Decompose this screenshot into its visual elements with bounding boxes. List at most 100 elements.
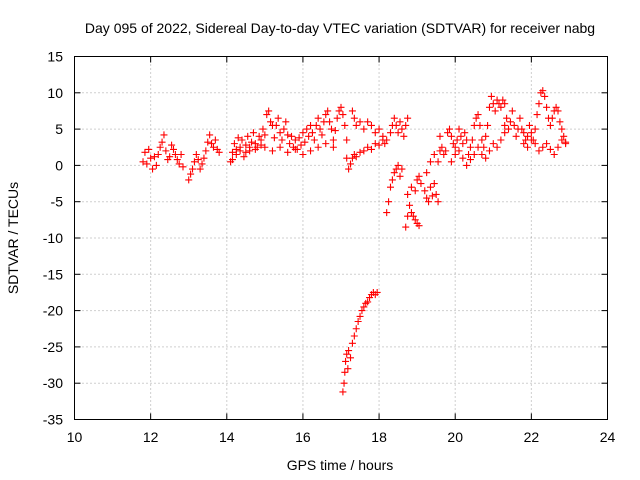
data-point <box>255 132 263 140</box>
data-point <box>499 96 507 104</box>
data-point <box>276 143 284 151</box>
data-point <box>383 209 391 217</box>
data-point <box>147 154 155 162</box>
axis-ticks <box>74 56 608 420</box>
data-point <box>430 180 438 188</box>
data-point <box>340 379 348 387</box>
data-point <box>352 153 360 161</box>
y-tick-label: -25 <box>43 339 63 355</box>
data-point <box>520 129 528 137</box>
data-point <box>284 148 292 156</box>
data-point <box>173 156 181 164</box>
data-point <box>491 107 499 115</box>
data-point <box>516 114 524 122</box>
data-point <box>251 145 259 153</box>
data-point <box>550 151 558 159</box>
data-point <box>533 111 541 119</box>
data-point <box>367 145 375 153</box>
y-tick-label: -35 <box>43 412 63 428</box>
data-point <box>440 151 448 159</box>
data-point <box>518 125 526 133</box>
data-point <box>470 151 478 159</box>
data-point <box>430 151 438 159</box>
data-point <box>343 350 351 358</box>
data-point <box>344 365 352 373</box>
y-tick-label: -20 <box>43 303 63 319</box>
series-arc-19.2 <box>421 147 444 206</box>
data-point <box>272 121 280 129</box>
data-point <box>501 100 509 108</box>
data-point <box>461 129 469 137</box>
data-point <box>385 198 393 206</box>
data-point <box>535 100 543 108</box>
data-point <box>303 125 311 133</box>
data-point <box>168 141 176 149</box>
x-tick-label: 20 <box>447 429 463 445</box>
data-point <box>314 114 322 122</box>
x-tick-label: 12 <box>143 429 159 445</box>
data-point <box>326 118 334 126</box>
data-point <box>160 131 168 139</box>
data-point <box>407 209 415 217</box>
data-point <box>379 132 387 140</box>
data-point <box>451 143 459 151</box>
data-point <box>310 136 318 144</box>
data-point <box>455 125 463 133</box>
data-point <box>335 107 343 115</box>
data-point <box>342 357 350 365</box>
data-point <box>364 118 372 126</box>
data-point <box>487 92 495 100</box>
data-point <box>185 176 193 184</box>
data-point <box>236 147 244 155</box>
data-point <box>459 154 467 162</box>
y-tick-label: 0 <box>55 157 63 173</box>
data-point <box>423 194 431 202</box>
data-point <box>447 158 455 166</box>
data-point <box>246 143 254 151</box>
data-point <box>554 107 562 115</box>
x-axis-title: GPS time / hours <box>287 457 394 473</box>
y-tick-label: 15 <box>47 49 63 65</box>
series-arc-14.1 <box>227 103 351 166</box>
data-point <box>299 151 307 159</box>
data-point <box>373 288 381 296</box>
data-point <box>209 143 217 151</box>
data-point <box>360 303 368 311</box>
data-point <box>527 129 535 137</box>
data-point <box>411 187 419 195</box>
data-point <box>308 129 316 137</box>
data-point <box>215 148 223 156</box>
data-point <box>406 201 414 209</box>
data-point <box>463 161 471 169</box>
data-point <box>175 160 183 168</box>
data-point <box>228 148 236 156</box>
data-point <box>375 125 383 133</box>
y-tick-label: -10 <box>43 230 63 246</box>
data-point <box>278 136 286 144</box>
data-point <box>301 138 309 146</box>
data-point <box>501 121 509 129</box>
data-point <box>234 134 242 142</box>
data-point <box>394 129 402 137</box>
data-point <box>415 172 423 180</box>
data-point <box>560 132 568 140</box>
x-tick-label: 14 <box>219 429 235 445</box>
data-point <box>409 212 417 220</box>
data-point <box>546 145 554 153</box>
data-point <box>482 154 490 162</box>
data-point <box>476 121 484 129</box>
data-point <box>345 347 353 355</box>
data-point <box>425 198 433 206</box>
data-point <box>558 125 566 133</box>
data-point <box>400 132 408 140</box>
data-point <box>348 154 356 162</box>
data-point <box>352 325 360 333</box>
data-point <box>316 125 324 133</box>
series-arc-17.1-deep <box>339 288 381 396</box>
data-point <box>525 121 533 129</box>
data-point <box>152 161 160 169</box>
data-point <box>345 165 353 173</box>
data-point <box>407 183 415 191</box>
data-point <box>543 103 551 111</box>
data-point <box>347 160 355 168</box>
